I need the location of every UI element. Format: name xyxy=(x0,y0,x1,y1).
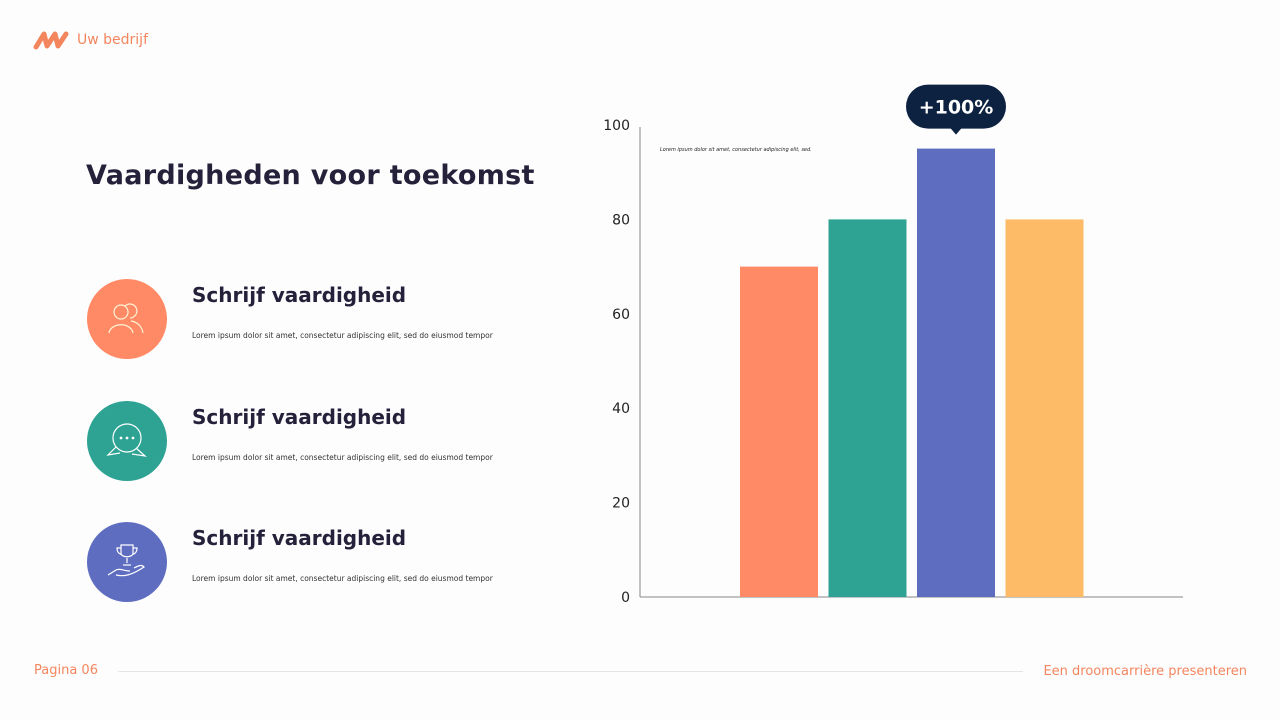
chat-bubbles-icon xyxy=(106,423,147,457)
bar xyxy=(828,219,907,597)
y-tick-label: 80 xyxy=(612,212,630,228)
y-tick-label: 100 xyxy=(603,118,630,134)
chart-note: Lorem ipsum dolor sit amet, consectetur … xyxy=(660,147,812,153)
skill-item: Schrijf vaardigheid Lorem ipsum dolor si… xyxy=(87,522,527,602)
skill-item: Schrijf vaardigheid Lorem ipsum dolor si… xyxy=(87,279,527,359)
icon-circle xyxy=(87,401,167,481)
item-description: Lorem ipsum dolor sit amet, consectetur … xyxy=(192,453,493,462)
company-name: Uw bedrijf xyxy=(77,32,148,48)
footer-divider xyxy=(118,671,1023,672)
item-description: Lorem ipsum dolor sit amet, consectetur … xyxy=(192,574,493,583)
bar xyxy=(740,266,818,597)
y-tick-label: 40 xyxy=(612,401,630,417)
users-icon xyxy=(108,303,144,334)
footer-tagline: Een droomcarrière presenteren xyxy=(1043,664,1247,679)
annotation-pointer xyxy=(950,127,962,135)
item-title: Schrijf vaardigheid xyxy=(192,283,407,307)
bar xyxy=(917,148,995,597)
icon-circle xyxy=(87,522,167,602)
bar xyxy=(1005,219,1084,597)
page-number: Pagina 06 xyxy=(34,663,98,678)
y-tick-label: 0 xyxy=(621,590,630,606)
item-description: Lorem ipsum dolor sit amet, consectetur … xyxy=(192,331,493,340)
company-logo: Uw bedrijf xyxy=(33,30,148,50)
annotation-label: +100% xyxy=(919,97,994,119)
item-title: Schrijf vaardigheid xyxy=(192,405,407,429)
zigzag-logo-icon xyxy=(33,31,69,50)
y-tick-label: 60 xyxy=(612,307,630,323)
page-title: Vaardigheden voor toekomst xyxy=(86,160,535,191)
icon-circle xyxy=(87,279,167,359)
trophy-hand-icon xyxy=(107,544,145,577)
item-title: Schrijf vaardigheid xyxy=(192,526,407,550)
annotation-bubble xyxy=(906,84,1006,129)
y-tick-label: 20 xyxy=(612,496,630,512)
skill-item: Schrijf vaardigheid Lorem ipsum dolor si… xyxy=(87,401,527,481)
